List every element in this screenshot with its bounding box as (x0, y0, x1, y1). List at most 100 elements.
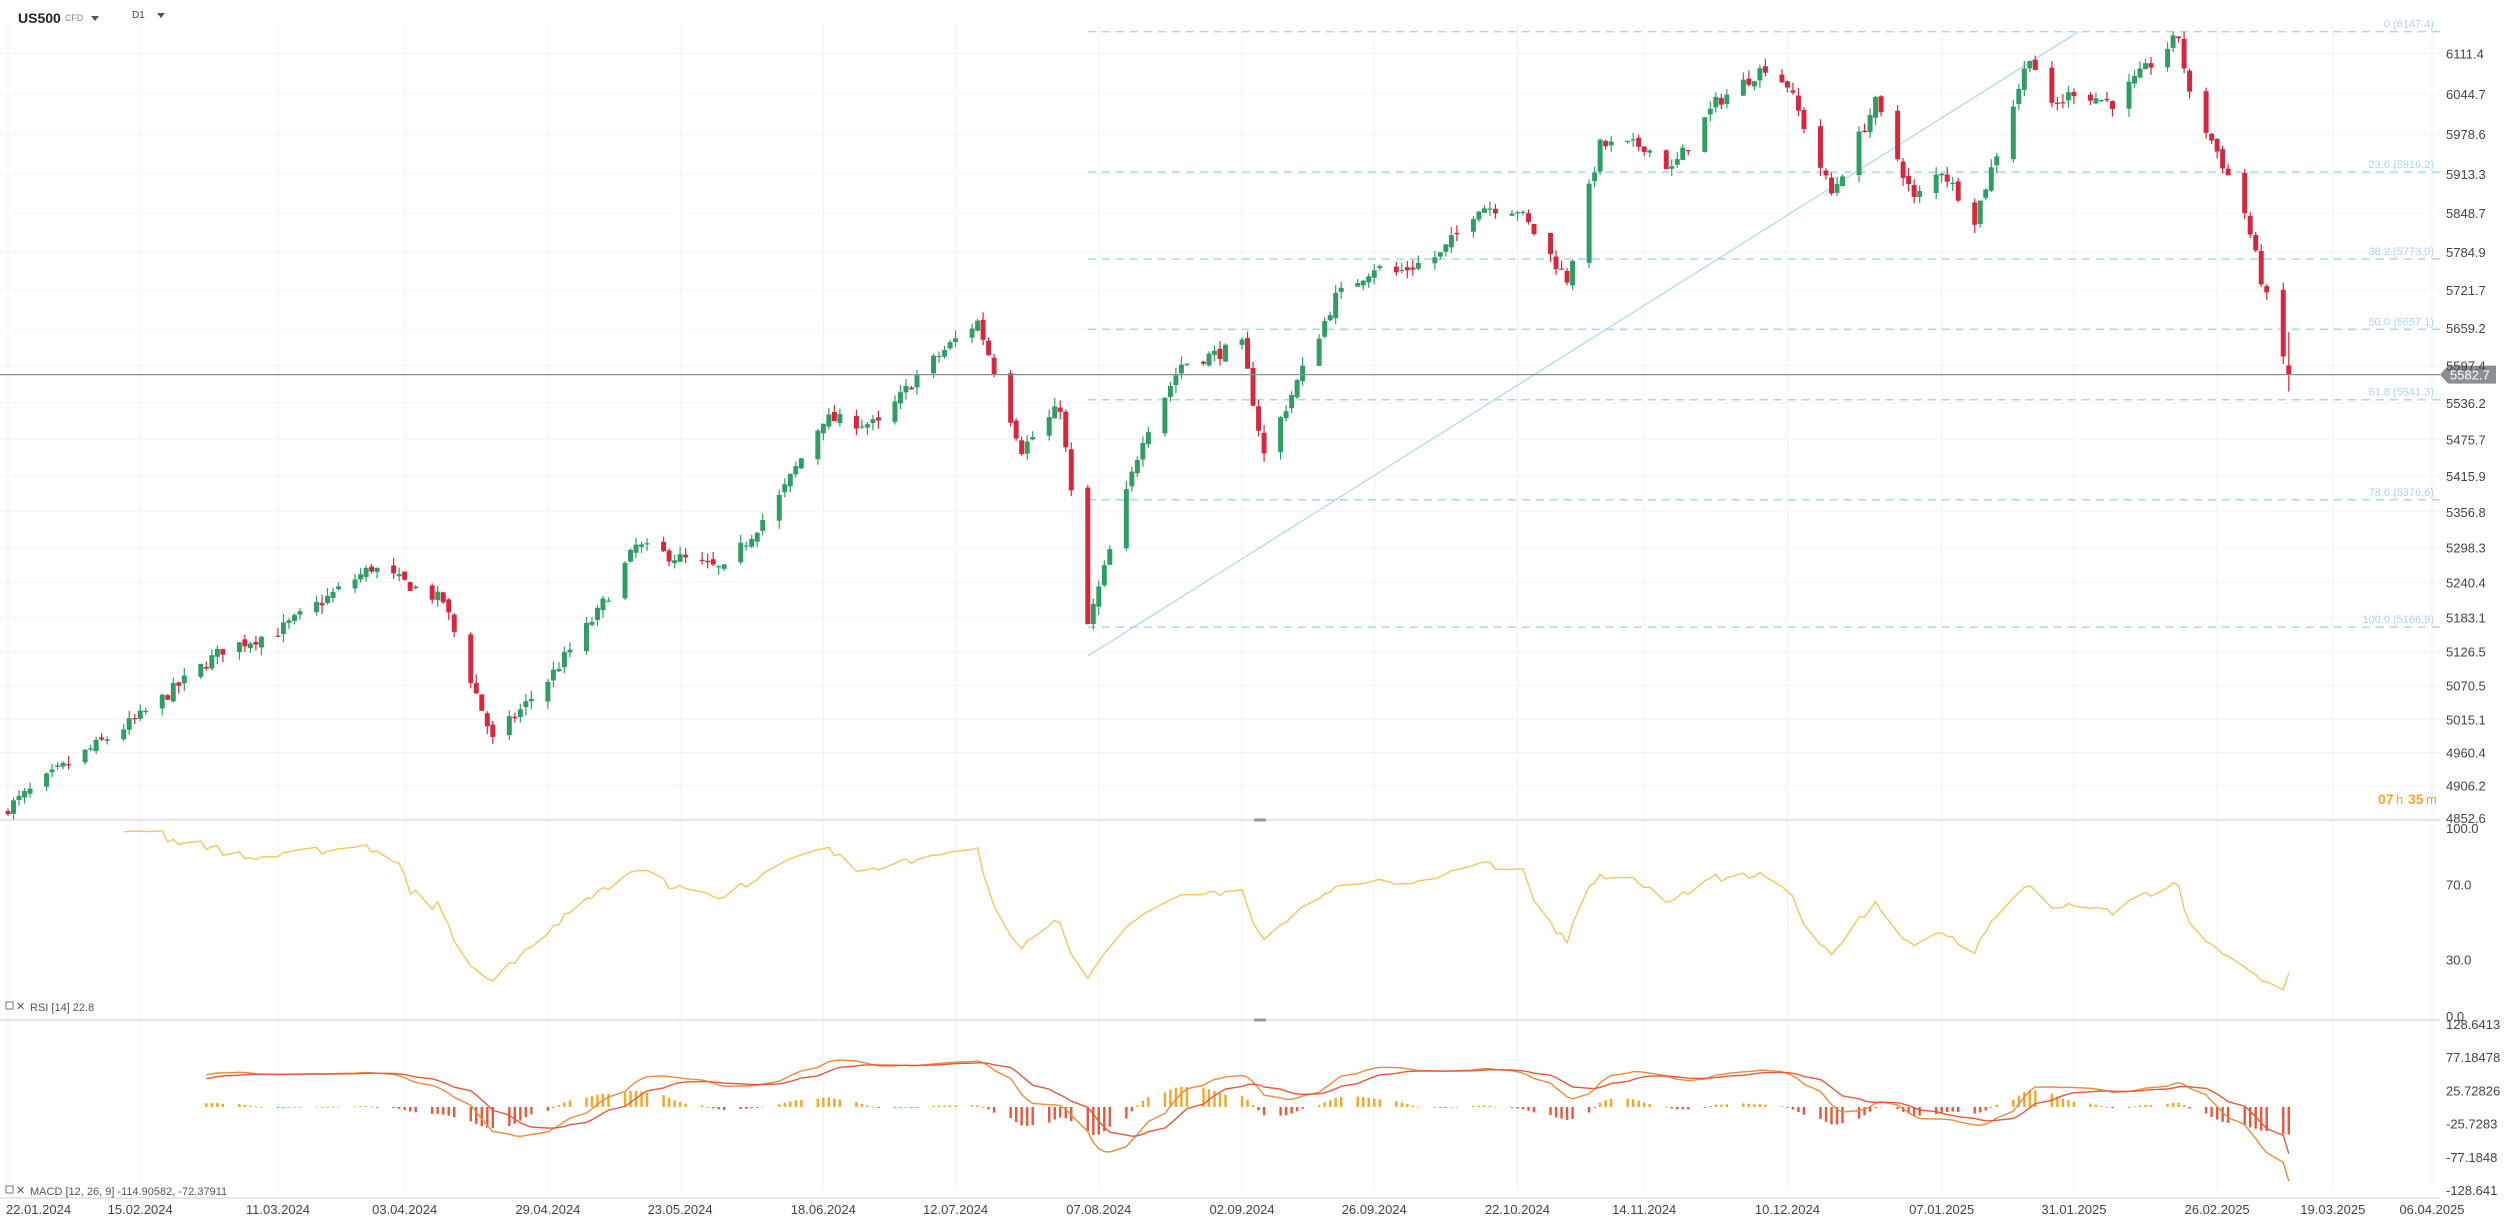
macd-histogram-bar (563, 1102, 566, 1108)
close-icon[interactable]: ✕ (16, 1185, 25, 1197)
candlestick (1779, 69, 1785, 84)
candlestick (1669, 159, 1675, 177)
macd-histogram-bar (2094, 1104, 2098, 1107)
macd-histogram-bar (508, 1107, 511, 1126)
macd-histogram-bar (1180, 1086, 1183, 1108)
macd-histogram-bar (557, 1104, 561, 1108)
macd-histogram-bar (2210, 1107, 2213, 1117)
trend-line-drawing[interactable] (1087, 31, 2079, 657)
macd-histogram-bar (293, 1106, 296, 1108)
macd-histogram-bar (1687, 1107, 1690, 1110)
rsi-line (123, 830, 2290, 991)
date-tick-label: 22.01.2024 (6, 1202, 71, 1217)
macd-histogram-bar (1334, 1098, 1337, 1108)
candlestick (2021, 60, 2027, 97)
price-tick-label: 5978.6 (2446, 127, 2486, 142)
symbol-selector[interactable]: US500 CFD (18, 10, 100, 26)
candlestick (1757, 64, 1763, 88)
candlestick (991, 353, 997, 378)
candlestick (93, 736, 99, 754)
candlestick (589, 616, 595, 627)
candlestick (1801, 107, 1807, 134)
candlestick (561, 646, 567, 674)
candlestick (1173, 367, 1179, 394)
price-tick-label: 5597.4 (2446, 359, 2486, 374)
candlestick (1090, 598, 1096, 630)
fibonacci-retracement[interactable]: 0 (6147.4) 23.6 (5916.2) 38.2 (5773.0) 50.0… (1087, 19, 2440, 628)
macd-histogram-bar (1912, 1107, 1916, 1116)
date-tick-label: 10.12.2024 (1755, 1202, 1820, 1217)
candlestick (550, 661, 556, 688)
macd-histogram-bar (1240, 1096, 1244, 1107)
resize-handle[interactable] (1254, 1018, 1266, 1022)
candlestick (1360, 280, 1366, 290)
macd-histogram-bar (711, 1107, 715, 1109)
date-tick-label: 26.09.2024 (1342, 1202, 1407, 1217)
candlestick (1162, 397, 1168, 437)
candlestick (60, 761, 66, 770)
macd-histogram-bar (1483, 1105, 1486, 1108)
macd-histogram-bar (2188, 1107, 2191, 1109)
candlestick (1531, 223, 1537, 236)
candlestick (2242, 169, 2248, 220)
settings-icon[interactable] (5, 1185, 14, 1194)
price-tick-label: 5298.3 (2446, 540, 2486, 555)
date-tick-label: 31.01.2025 (2041, 1202, 2106, 1217)
candlestick (776, 489, 782, 529)
candlestick (1057, 400, 1063, 420)
macd-histogram-bar (205, 1103, 208, 1108)
macd-histogram-bar (364, 1106, 368, 1108)
candlestick (1239, 337, 1245, 350)
candlestick (1377, 264, 1383, 271)
macd-histogram-bar (1439, 1107, 1442, 1108)
candlestick (1917, 185, 1923, 203)
candlestick (1134, 456, 1140, 477)
macd-tick-label: 25.72826 (2446, 1083, 2500, 1098)
time-axis[interactable]: 22.01.2024 15.02.2024 11.03.2024 03.04.2024… (6, 1202, 2465, 1217)
rsi-panel-label[interactable]: ✕ RSI [14] 22.8 (5, 1001, 94, 1014)
diagonal-trend-line[interactable] (1087, 31, 2079, 657)
candlestick (754, 532, 760, 548)
candlestick (1548, 232, 1554, 263)
fib-level-label: 100.0 (5166.9) (2362, 614, 2434, 626)
panel-separators[interactable] (0, 818, 2440, 1199)
candlestick (1840, 174, 1846, 187)
macd-histogram-bar (2072, 1101, 2076, 1107)
macd-histogram-bar (585, 1097, 588, 1108)
macd-histogram-bar (1532, 1107, 1536, 1113)
macd-histogram-bar (1340, 1096, 1343, 1108)
macd-panel-label[interactable]: ✕ MACD [12, 26, 9] -114.90582, -72.37911 (5, 1185, 227, 1198)
candlestick (1906, 168, 1912, 192)
candlestick (1553, 250, 1559, 275)
resize-handle[interactable] (1254, 818, 1266, 822)
candlestick (760, 513, 766, 536)
candlestick (506, 710, 512, 740)
candlestick (1393, 261, 1399, 276)
candlestick (2280, 282, 2286, 364)
candlestick (523, 693, 529, 716)
macd-histogram-bar (987, 1107, 990, 1110)
macd-histogram-bar (855, 1101, 858, 1108)
candlestick (583, 617, 589, 655)
candlestick (490, 720, 496, 745)
candlestick (451, 612, 457, 637)
macd-histogram-bar (915, 1107, 919, 1108)
candlestick (936, 351, 942, 363)
settings-icon[interactable] (5, 1001, 14, 1010)
interval-selector[interactable]: D1 (132, 10, 165, 21)
macd-histogram-bar (910, 1107, 913, 1108)
candlestick (749, 534, 755, 549)
macd-histogram-bar (2034, 1090, 2037, 1108)
candlestick (1520, 210, 1526, 216)
candlestick (1586, 179, 1592, 269)
candlestick (319, 594, 325, 614)
close-icon[interactable]: ✕ (16, 1001, 25, 1013)
macd-histogram-bar (1020, 1107, 1023, 1126)
candlestick (1481, 205, 1487, 213)
candlestick (782, 478, 788, 498)
candlestick (159, 693, 165, 716)
candlestick (721, 563, 727, 572)
price-axis[interactable]: 6111.4 6044.7 5978.6 5913.3 5848.7 5784.9 5721… (2446, 47, 2500, 1198)
macd-histogram-bar (1857, 1107, 1861, 1119)
